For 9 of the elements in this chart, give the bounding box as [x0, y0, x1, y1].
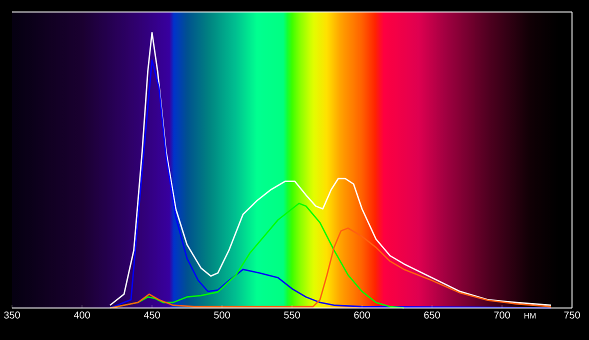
x-tick-label: 350: [4, 312, 20, 319]
x-tick-label: 700: [494, 312, 510, 319]
x-tick-label: 500: [214, 312, 230, 319]
x-tick-label: 400: [74, 312, 90, 319]
x-tick-label: 750: [564, 312, 580, 319]
x-tick-label: 550: [284, 312, 300, 319]
x-tick-label: 650: [424, 312, 440, 319]
x-tick-label: 600: [354, 312, 370, 319]
x-tick-label: 450: [144, 312, 160, 319]
